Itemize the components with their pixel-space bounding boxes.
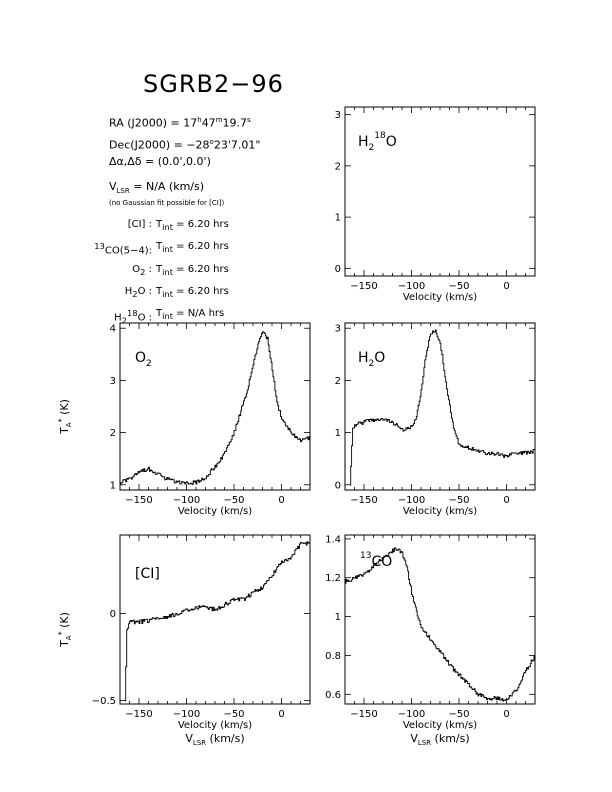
x-axis-label: Velocity (km/s) [403, 720, 477, 731]
panel-h2-18o: −150 −100 −50 0 0 1 2 3 Velocity (km/s) H218O [335, 106, 536, 303]
x-tick-label: −100 [398, 709, 425, 720]
y-tick-label: 4 [110, 324, 116, 335]
x-tick-label: −100 [173, 495, 200, 506]
x-tick-label: −50 [223, 709, 244, 720]
plot-frame [344, 322, 536, 491]
species-label: [CI] [135, 566, 160, 582]
x-tick-label: 0 [278, 495, 284, 506]
source-title: SGRB2−96 [143, 70, 284, 98]
x-tick-label: −50 [448, 709, 469, 720]
y-tick-label: 1 [335, 612, 341, 623]
species-label: 13CO [360, 551, 392, 570]
dec-line: Dec(J2000) = −28o23'7.01" [109, 138, 261, 152]
panel-13co: −150 −100 −50 0 0.6 0.8 1 1.2 1.4 Velocity (km/s)… [325, 534, 536, 747]
y-tick-label: 1.4 [325, 534, 341, 545]
panel-h2o: −150 −100 −50 0 0 1 2 3 Velocity (km/s) H2O [335, 322, 536, 517]
y-tick-label: 0.8 [325, 651, 341, 662]
x-tick-label: −50 [223, 495, 244, 506]
tint-row-o2: O2 : Tint = 6.20 hrs [132, 264, 229, 278]
x-axis-label-vlsr: VLSR (km/s) [410, 732, 469, 747]
y-tick-label: 0 [110, 609, 116, 620]
panel-o2: −150 −100 −50 0 1 2 3 4 Velocity (km/s) TA* (K) O2 [57, 322, 311, 517]
species-label: O2 [135, 350, 152, 369]
tint-row-h218o: H218O : Tint = N/A hrs [114, 308, 225, 326]
x-tick-label: 0 [278, 709, 284, 720]
y-tick-label: 0 [335, 264, 341, 275]
x-axis-label: Velocity (km/s) [178, 720, 252, 731]
y-tick-label: −0.5 [92, 696, 116, 707]
x-tick-label: −100 [173, 709, 200, 720]
spectrum-line [120, 331, 311, 485]
y-tick-label: 3 [335, 110, 341, 121]
spectrum-line [349, 329, 536, 486]
integration-table: [CI] : Tint = 6.20 hrs 13CO(5−4): Tint =… [80, 215, 229, 331]
x-axis-label-vlsr: VLSR (km/s) [185, 732, 244, 747]
x-tick-label: −50 [448, 281, 469, 292]
spectrum-line [345, 547, 536, 702]
x-axis-label: Velocity (km/s) [403, 292, 477, 303]
x-tick-label: −50 [448, 495, 469, 506]
y-tick-label: 0 [335, 480, 341, 491]
x-tick-label: 0 [503, 495, 509, 506]
spectrum-line [124, 541, 311, 702]
panel-ci: −150 −100 −50 0 −0.5 0 Velocity (km/s)VLSR (km… [57, 534, 311, 747]
x-tick-label: −150 [350, 709, 377, 720]
species-label: H2O [358, 350, 385, 369]
y-tick-label: 3 [335, 324, 341, 335]
y-tick-label: 1 [335, 213, 341, 224]
y-tick-label: 1 [110, 480, 116, 491]
plot-frame [119, 534, 311, 705]
fit-note: (no Gaussian fit possible for [CI]) [109, 199, 225, 207]
x-axis-label: Velocity (km/s) [403, 506, 477, 517]
tint-row-13co: 13CO(5−4): Tint = 6.20 hrs [94, 241, 229, 257]
y-tick-label: 0.6 [325, 690, 341, 701]
y-tick-label: 1.2 [325, 573, 341, 584]
y-axis-label: TA* (K) [57, 399, 73, 435]
x-tick-label: −150 [125, 709, 152, 720]
ra-line: RA (J2000) = 17h47m19.7s [109, 116, 251, 130]
y-tick-label: 2 [110, 428, 116, 439]
tint-row-h2o: H2O : Tint = 6.20 hrs [124, 286, 229, 300]
species-label: H218O [358, 131, 397, 153]
y-tick-label: 2 [335, 161, 341, 172]
x-axis-label: Velocity (km/s) [178, 506, 252, 517]
y-axis-label: TA* (K) [57, 612, 73, 648]
y-tick-label: 1 [335, 428, 341, 439]
y-tick-label: 3 [110, 376, 116, 387]
x-tick-label: −100 [398, 495, 425, 506]
vlsr-line: VLSR = N/A (km/s) [109, 180, 205, 196]
y-tick-label: 2 [335, 376, 341, 387]
x-tick-label: −100 [398, 281, 425, 292]
offset-line: Δα,Δδ = (0.0',0.0') [109, 155, 211, 168]
tint-row-ci: [CI] : Tint = 6.20 hrs [127, 219, 229, 232]
x-tick-label: −150 [350, 281, 377, 292]
x-tick-label: −150 [350, 495, 377, 506]
x-tick-label: 0 [503, 281, 509, 292]
x-tick-label: 0 [503, 709, 509, 720]
x-tick-label: −150 [125, 495, 152, 506]
